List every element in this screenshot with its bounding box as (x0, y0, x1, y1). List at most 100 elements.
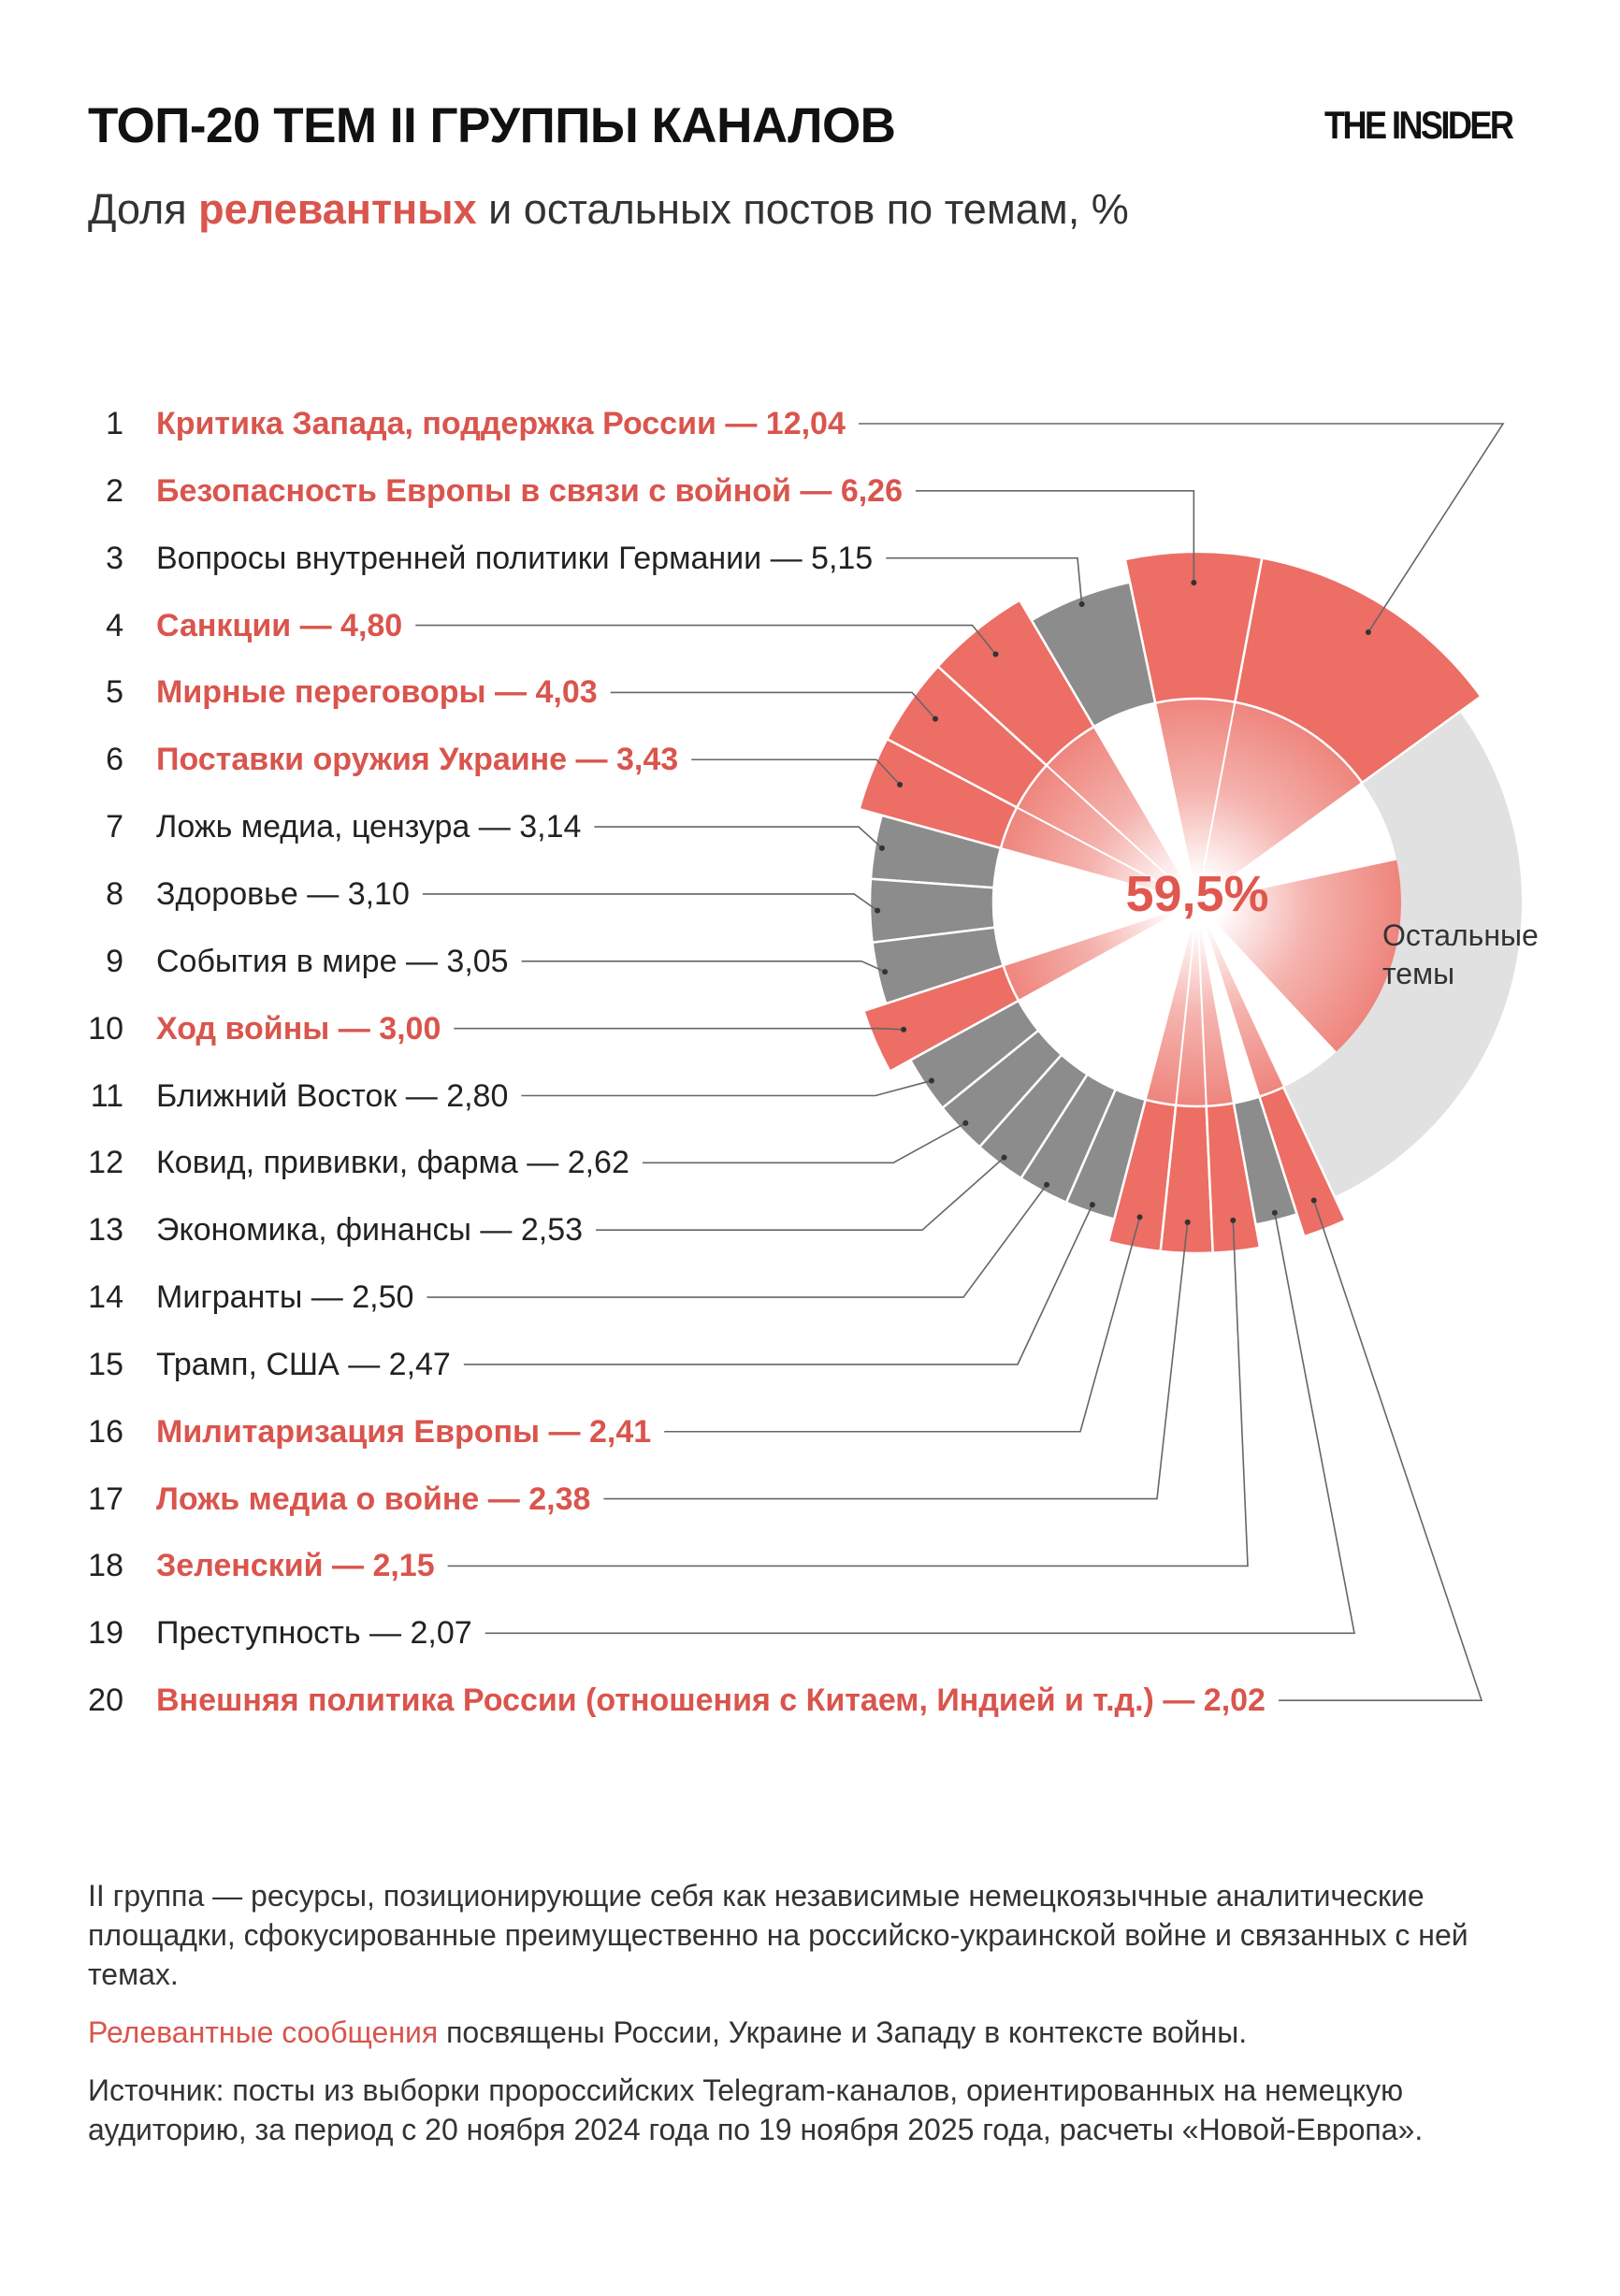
sector-gradient-6 (1000, 807, 1197, 903)
topic-label: Ковид, прививки, фарма — 2,62 (156, 1142, 629, 1183)
topic-name: Безопасность Европы в связи с войной (156, 472, 791, 509)
topic-name: Вопросы внутренней политики Германии (156, 540, 762, 576)
topic-value: 2,15 (372, 1548, 435, 1584)
leader-dot (1184, 1219, 1191, 1225)
leader-dot (1089, 1202, 1095, 1208)
topic-value: 2,80 (446, 1077, 509, 1114)
sector-separator (936, 665, 1198, 903)
leader-line (422, 893, 878, 912)
dash: — (397, 943, 447, 979)
sector-separator (1159, 902, 1198, 1252)
topic-name: Ближний Восток (156, 1077, 398, 1114)
others-label: Остальные темы (1382, 917, 1539, 993)
topic-value: 2,62 (567, 1145, 629, 1181)
sector-gradient-10 (1003, 903, 1197, 1002)
others-relevant-gradient (1197, 859, 1401, 1052)
topic-value: 2,53 (520, 1212, 584, 1249)
topic-label: Милитаризация Европы — 2,41 (156, 1411, 651, 1452)
topic-name: Преступность (156, 1615, 361, 1652)
leader-dot (1365, 629, 1371, 636)
topic-rank: 7 (106, 809, 123, 845)
dash: — (567, 742, 617, 778)
topic-rank: 13 (88, 1212, 123, 1249)
leader-line (415, 624, 997, 655)
relevant-highlight: Релевантные сообщения (88, 2015, 439, 2049)
leader-line (916, 490, 1195, 584)
sector-separator (889, 902, 1198, 1073)
leader-line (1278, 1200, 1483, 1701)
topic-value: 3,00 (379, 1010, 441, 1047)
topic-name: Санкции (156, 607, 292, 643)
topic-name: Ложь медиа о войне (156, 1480, 480, 1517)
topic-name: Милитаризация Европы (156, 1413, 541, 1450)
dash: — (790, 472, 841, 509)
topic-label: Ложь медиа, цензура — 3,14 (156, 806, 581, 847)
dash: — (485, 674, 536, 711)
topic-label: Поставки оружия Украине — 3,43 (156, 739, 678, 780)
topic-label: Экономика, финансы — 2,53 (156, 1209, 583, 1250)
leader-line (427, 1184, 1048, 1298)
topic-label: Безопасность Европы в связи с войной — 6… (156, 470, 903, 512)
topic-label: Вопросы внутренней политики Германии — 5… (156, 538, 873, 579)
subtitle-highlight: релевантных (198, 185, 477, 233)
topic-value: 6,26 (840, 472, 903, 509)
leader-line (594, 826, 883, 849)
dash: — (323, 1548, 373, 1584)
leader-dot (897, 782, 904, 788)
relevant-rest: посвящены России, Украине и Западу в кон… (438, 2015, 1248, 2049)
topic-name: Трамп, США (156, 1346, 340, 1382)
leader-line (454, 1027, 904, 1031)
leader-dot (962, 1119, 969, 1126)
topic-rank: 20 (88, 1682, 123, 1719)
topic-value: 3,10 (347, 875, 410, 912)
leader-line (447, 1220, 1249, 1567)
leader-dot (882, 969, 889, 975)
sector-separator (1019, 599, 1198, 903)
topic-value: 2,47 (388, 1346, 451, 1382)
leader-line (664, 1217, 1141, 1433)
sector-separator (1107, 902, 1198, 1242)
leader-dot (1230, 1217, 1237, 1223)
topic-value: 4,80 (340, 607, 403, 643)
sector-separator (962, 902, 1198, 1165)
sector-gradient-2 (1155, 699, 1236, 903)
topic-value: 2,02 (1203, 1682, 1266, 1719)
sector-4 (935, 598, 1096, 768)
topic-value: 3,05 (446, 943, 509, 979)
topic-rank: 3 (106, 540, 123, 576)
topic-value: 4,03 (535, 674, 598, 711)
leader-dot (928, 1077, 934, 1084)
topic-value: 3,43 (616, 742, 679, 778)
topic-label: Внешняя политика России (отношения с Кит… (156, 1680, 1266, 1721)
leader-dot (1078, 601, 1085, 608)
topic-label: Критика Запада, поддержка России — 12,04 (156, 403, 846, 444)
sector-separator (1007, 902, 1198, 1199)
leader-dot (1001, 1154, 1007, 1161)
topic-name: Ложь медиа, цензура (156, 809, 470, 845)
sector-separator (1196, 902, 1262, 1249)
topic-rank: 15 (88, 1346, 123, 1382)
dash: — (339, 1346, 389, 1382)
topic-rank: 2 (106, 472, 123, 509)
topic-rank: 8 (106, 875, 123, 912)
dash: — (761, 540, 812, 576)
the-insider-logo: THE INSIDER (1324, 103, 1514, 147)
group-description: II группа — ресурсы, позиционирующие себ… (88, 1879, 1468, 1991)
topic-rank: 14 (88, 1279, 123, 1316)
topic-label: Мирные переговоры — 4,03 (156, 671, 598, 713)
topic-label: Санкции — 4,80 (156, 605, 402, 646)
sector-separator (1196, 695, 1482, 903)
topic-rank: 6 (106, 742, 123, 778)
sector-separator (1196, 902, 1306, 1237)
others-label-line2: темы (1382, 957, 1455, 990)
topic-rank: 4 (106, 607, 123, 643)
sector-separator (1056, 902, 1198, 1225)
leader-dot (1271, 1209, 1278, 1216)
topic-name: Поставки оружия Украине (156, 742, 568, 778)
sector-separator (863, 902, 1198, 1012)
topic-name: Ковид, прививки, фарма (156, 1145, 518, 1181)
leader-dot (933, 715, 939, 722)
sector-gradient-1 (1197, 701, 1363, 903)
topic-name: Мигранты (156, 1279, 303, 1316)
topic-value: 12,04 (765, 406, 846, 441)
